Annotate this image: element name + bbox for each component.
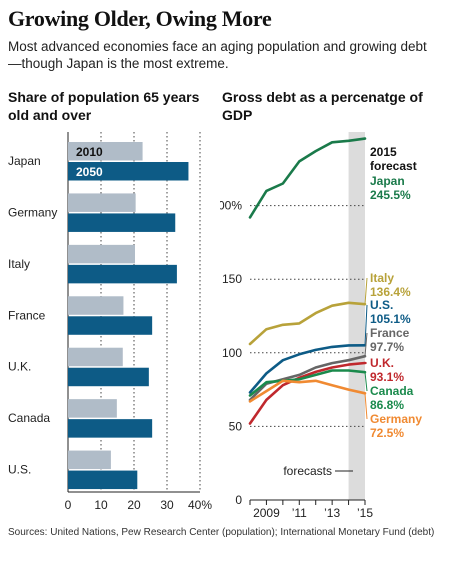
x-tick-label: 0 [65,498,72,512]
bar-2050 [68,162,189,181]
category-label: U.S. [8,463,31,477]
bar-2050 [68,367,149,387]
series-value-label: 86.8% [370,398,404,412]
legend-2010: 2010 [76,145,103,159]
bar-2010 [68,296,124,315]
series-line-italy [248,301,367,346]
x-tick-label: ’11 [292,506,307,520]
series-value-label: 105.1% [370,312,411,326]
x-tick-label: 10 [94,498,108,512]
right-panel-title: Gross debt as a percenatge of GDP [222,89,423,123]
bar-2010 [68,399,117,418]
x-tick-label: ’15 [357,506,373,520]
left-panel-title: Share of population 65 years old and ove… [8,89,200,123]
leader-line [364,332,368,357]
bar-2010 [68,142,143,161]
bar-2050 [68,264,177,284]
forecast-label: forecasts [283,464,332,478]
x-tick-label: 30 [160,498,174,512]
forecast-band [348,132,365,500]
series-line-us [248,344,367,394]
series-label: U.K. [370,356,394,370]
series-value-label: 245.5% [370,188,411,202]
series-value-label: 97.7% [370,340,404,354]
series-line-germany [248,379,367,403]
bar-2010 [68,244,135,264]
sources-note: Sources: United Nations, Pew Research Ce… [8,527,435,538]
category-label: Japan [8,154,41,168]
series-value-label: 72.5% [370,426,404,440]
bar-2050 [68,470,138,490]
leader-line [364,372,368,392]
leader-line [364,393,368,420]
debt-line-chart: 0 50 100 150 200% 2009 ’11 ’13 ’15 forecasts 2015f… [220,132,422,520]
category-label: France [8,308,46,322]
forecast-header: forecast [370,159,417,173]
bar-2050 [68,419,153,438]
y-tick-label: 150 [222,272,242,286]
category-label: Germany [8,205,57,219]
series-label: Japan [370,174,405,188]
series-label: Germany [370,412,422,426]
series-line-canada [248,369,367,397]
bar-2010 [68,347,123,367]
x-tick-label: 20 [127,498,141,512]
bar-2010 [68,193,136,212]
x-tick-label: 2009 [253,506,280,520]
category-label: Canada [8,411,50,425]
forecast-header: 2015 [370,145,397,159]
y-tick-label: 50 [229,419,243,433]
legend-2050: 2050 [76,165,103,179]
series-label: U.S. [370,298,393,312]
series-label: Italy [370,271,394,285]
x-tick-label: 40% [188,498,212,512]
series-value-label: 136.4% [370,285,411,299]
series-label: Canada [370,384,414,398]
series-label: France [370,326,410,340]
y-tick-label: 200% [220,199,242,213]
bar-2050 [68,316,153,335]
y-tick-label: 0 [235,493,242,507]
chart-subtitle: Most advanced economies face an aging po… [8,39,427,71]
x-tick-label: ’13 [324,506,340,520]
y-tick-label: 100 [222,346,242,360]
series-line-uk [248,361,367,425]
category-label: U.K. [8,360,31,374]
bar-2050 [68,213,176,232]
leader-line [364,304,368,346]
series-value-label: 93.1% [370,370,404,384]
chart-title: Growing Older, Owing More [8,6,272,31]
bar-2010 [68,450,111,470]
population-bar-chart: Japan20102050GermanyItalyFranceU.K.Canad… [8,132,212,512]
category-label: Italy [8,257,30,271]
leader-line [364,277,368,305]
series-line-japan [248,137,367,219]
